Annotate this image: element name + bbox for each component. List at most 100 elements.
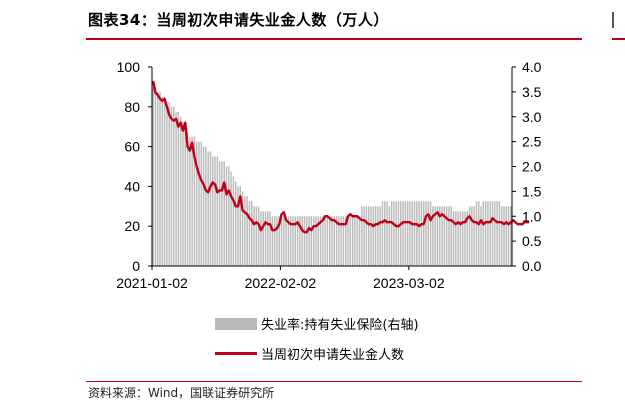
bar [322, 216, 324, 266]
bar [374, 206, 377, 266]
bar [152, 86, 154, 267]
bar [280, 216, 283, 266]
bar [459, 211, 462, 266]
bar [246, 196, 248, 266]
bar [367, 206, 370, 266]
bar [228, 166, 230, 266]
bar [319, 216, 322, 266]
bar [299, 216, 301, 266]
bar [260, 211, 262, 266]
bar [455, 211, 457, 266]
bar [351, 216, 354, 266]
x-tick-label: 2023-03-02 [373, 275, 445, 291]
bar [177, 111, 180, 266]
bar [232, 176, 235, 266]
bar [505, 206, 507, 266]
bar [347, 216, 349, 266]
bar [292, 216, 294, 266]
bar [324, 216, 326, 266]
bar [464, 211, 466, 266]
legend-swatch-bar [215, 318, 257, 330]
bar [223, 161, 225, 266]
bar [301, 216, 303, 266]
bar [161, 96, 164, 266]
bar [432, 206, 434, 266]
bar [471, 206, 473, 266]
left-tick-label: 0 [132, 258, 140, 274]
bar [356, 216, 358, 266]
source-note: 资料来源：Wind，国联证券研究所 [88, 386, 275, 400]
bar [170, 106, 173, 266]
bar [381, 201, 384, 266]
bar [237, 186, 239, 266]
bar [404, 201, 407, 266]
bar [411, 201, 413, 266]
bar [484, 201, 487, 266]
bar [251, 201, 253, 266]
legend-label-line: 当周初次申请失业金人数 [261, 348, 405, 363]
bar [379, 206, 381, 266]
left-tick-label: 60 [124, 139, 140, 155]
bar [273, 216, 276, 266]
bar [427, 201, 430, 266]
left-tick-label: 40 [124, 178, 140, 194]
bar [386, 201, 388, 266]
bar [230, 171, 232, 266]
bar [326, 216, 329, 266]
legend-item-line: 当周初次申请失业金人数 [215, 344, 404, 363]
bar [457, 211, 459, 266]
bar [377, 206, 379, 266]
bar [267, 211, 269, 266]
bar [257, 206, 260, 266]
bar [310, 216, 313, 266]
bar [480, 206, 482, 266]
bar [500, 206, 503, 266]
bar [244, 196, 246, 266]
bar [186, 131, 189, 266]
bar [420, 201, 423, 266]
bar [496, 201, 498, 266]
bar [209, 151, 212, 266]
bar [363, 206, 365, 266]
right-tick-label: 1.0 [522, 208, 542, 224]
bar [212, 156, 214, 266]
bar [163, 96, 166, 266]
bar [409, 201, 411, 266]
bar [308, 216, 310, 266]
bar [384, 201, 386, 266]
bar [287, 216, 290, 266]
bar [157, 91, 159, 267]
bar [434, 206, 436, 266]
bar [182, 121, 184, 266]
bar [216, 156, 219, 266]
bar [461, 211, 464, 266]
bar [370, 206, 372, 266]
bar [358, 216, 361, 266]
bar [317, 216, 319, 266]
bar [338, 216, 340, 266]
bar [365, 206, 368, 266]
bar [255, 206, 258, 266]
bar [335, 216, 338, 266]
bar [315, 216, 317, 266]
bar [331, 216, 333, 266]
left-tick-label: 100 [117, 59, 141, 75]
bar [388, 206, 391, 266]
bar [402, 201, 404, 266]
bar [191, 136, 193, 266]
footer-divider [86, 381, 582, 382]
bar [494, 201, 496, 266]
bar [450, 206, 452, 266]
bar [429, 201, 432, 266]
axes: 0 20 40 60 80 100 0.0 0.5 1.0 1.5 2.0 2.5 3.0 3.5 4.0 2… [116, 59, 541, 291]
bar [507, 206, 510, 266]
line-series [151, 80, 530, 234]
bar [294, 216, 297, 266]
bar [503, 206, 505, 266]
bar [498, 201, 501, 266]
bar [390, 201, 393, 266]
bar [221, 161, 223, 266]
bar [200, 141, 203, 267]
bar [269, 211, 271, 266]
